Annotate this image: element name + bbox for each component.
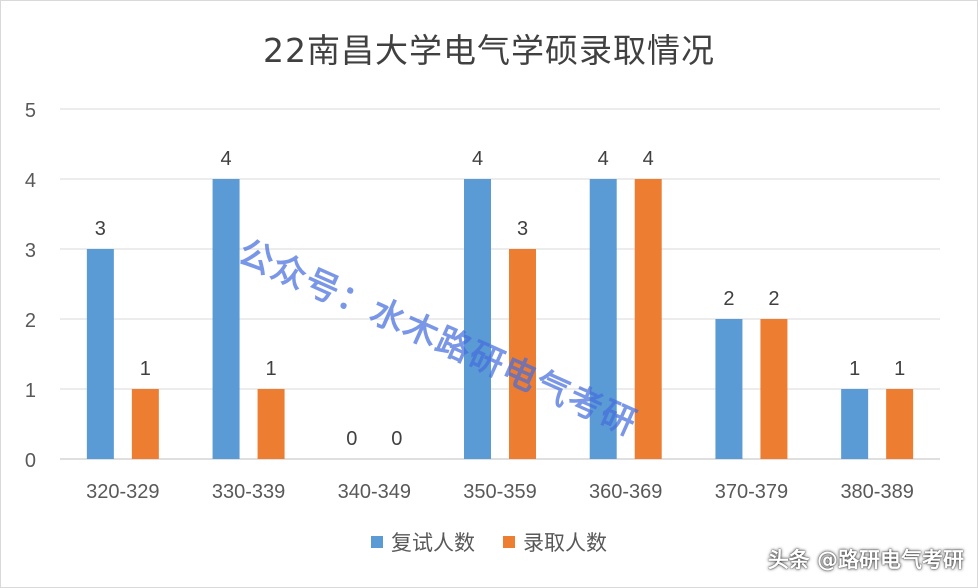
bars	[86, 179, 914, 459]
legend-item-review[interactable]: 复试人数	[371, 527, 475, 557]
legend-item-admitted[interactable]: 录取人数	[503, 527, 607, 557]
data-label: 4	[472, 148, 483, 170]
legend-label-review: 复试人数	[391, 531, 475, 555]
legend-swatch-review	[371, 536, 383, 548]
legend-swatch-admitted	[503, 536, 515, 548]
bar	[841, 389, 869, 459]
bar	[886, 389, 914, 459]
data-label: 1	[894, 358, 905, 380]
data-label: 1	[849, 358, 860, 380]
bar	[131, 389, 159, 459]
data-label: 3	[517, 218, 528, 240]
x-tick-label: 370-379	[715, 481, 788, 503]
data-labels: 3 1 4 1 0 0 4 3 4 4 2 2 1 1	[95, 148, 905, 450]
x-tick-label: 320-329	[86, 481, 159, 503]
y-tick-label: 5	[25, 100, 36, 122]
data-label: 2	[723, 288, 734, 310]
footer-credit: 头条 @路研电气考研	[767, 548, 964, 572]
legend-label-admitted: 录取人数	[523, 531, 607, 555]
y-axis-ticks: 0 1 2 3 4 5	[25, 100, 36, 472]
y-tick-label: 2	[25, 310, 36, 332]
bar	[634, 179, 662, 459]
data-label: 0	[346, 428, 357, 450]
chart-title: 22南昌大学电气学硕录取情况	[263, 31, 715, 70]
data-label: 1	[140, 358, 151, 380]
x-tick-label: 340-349	[338, 481, 411, 503]
x-tick-label: 380-389	[840, 481, 913, 503]
y-tick-label: 1	[25, 380, 36, 402]
data-label: 1	[266, 358, 277, 380]
bar	[589, 179, 617, 459]
data-label: 0	[391, 428, 402, 450]
data-label: 2	[768, 288, 779, 310]
y-tick-label: 3	[25, 240, 36, 262]
bar	[212, 179, 240, 459]
bar	[86, 249, 114, 459]
data-label: 4	[221, 148, 232, 170]
bar	[464, 179, 491, 459]
y-tick-label: 4	[25, 170, 36, 192]
x-tick-label: 330-339	[212, 481, 285, 503]
gridlines	[60, 108, 940, 460]
data-label: 4	[643, 148, 654, 170]
bar	[760, 319, 788, 459]
x-tick-label: 350-359	[463, 481, 536, 503]
data-label: 4	[598, 148, 609, 170]
y-tick-label: 0	[25, 450, 36, 472]
bar	[509, 249, 536, 459]
bar	[257, 389, 285, 459]
data-label: 3	[95, 218, 106, 240]
bar	[715, 319, 743, 459]
x-axis-ticks: 320-329 330-339 340-349 350-359 360-369 370-3…	[86, 481, 914, 503]
legend: 复试人数 录取人数	[0, 527, 978, 557]
x-tick-label: 360-369	[589, 481, 662, 503]
